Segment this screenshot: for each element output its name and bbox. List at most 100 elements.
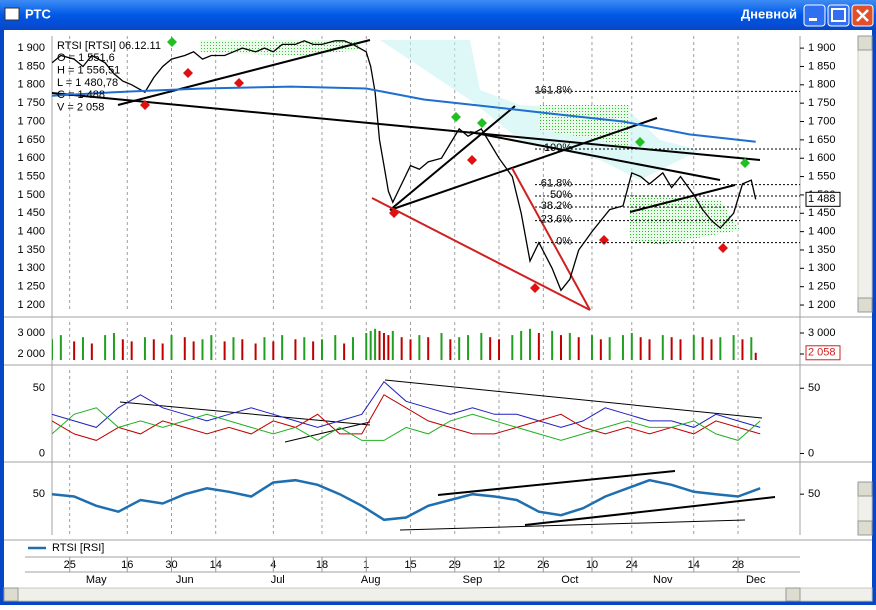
scroll-down[interactable] [857,520,873,536]
trend-line [117,39,371,106]
y-tick-label: 3 000 [17,327,45,339]
y-tick-label: 1 250 [17,281,45,293]
volume-bar [143,337,146,360]
volume-bar [489,337,492,360]
y-tick-label: 1 400 [808,226,836,238]
volume-bar [369,330,372,360]
volume-bar [692,335,695,360]
y-tick-label: 1 500 [17,189,45,201]
scroll-right[interactable] [785,587,801,602]
volume-bar [621,335,624,360]
window-title: РТС [25,6,51,21]
volume-bar [382,333,385,360]
volume-bar [670,337,673,360]
y-tick-label: 50 [808,382,820,394]
month-label: Jun [176,574,194,586]
y-tick-label: 1 450 [17,207,45,219]
volume-bar [223,341,226,360]
y-tick-label: 1 400 [17,226,45,238]
last-value-box [805,345,841,361]
trend-line [284,421,371,443]
volume-bar [732,335,735,360]
volume-bar [440,333,443,360]
trend-line [389,117,658,211]
fib-label: 23.6% [541,214,572,226]
y-tick-label: 1 700 [808,115,836,127]
volume-bar [201,339,204,360]
volume-bar [409,339,412,360]
series-line [52,40,757,292]
scroll-up[interactable] [857,35,873,51]
volume-bar [112,333,115,360]
info-line: L = 1 480,78 [57,77,118,89]
volume-bar [272,341,275,360]
y-tick-label: 0 [39,447,45,459]
volume-bar [568,333,571,360]
y-tick-label: 1 250 [808,281,836,293]
y-tick-label: 1 600 [17,152,45,164]
minimize-button[interactable] [803,4,826,27]
volume-bar [630,333,633,360]
y-tick-label: 1 450 [808,207,836,219]
month-label: Jul [271,574,285,586]
fib-label: 0% [556,236,572,248]
y-tick-label: 1 200 [808,299,836,311]
legend-label: RTSI [RSI] [52,542,104,554]
trend-line [51,92,761,161]
y-tick-label: 1 550 [808,170,836,182]
volume-bar [754,352,757,360]
volume-bar [449,339,452,360]
volume-bar [281,335,284,360]
scroll-down[interactable] [857,297,873,313]
month-label: Oct [561,574,578,586]
y-tick-label: 1 750 [17,97,45,109]
client-area [4,30,872,601]
scrollbar-track[interactable] [857,35,873,313]
info-line: RTSI [RTSI] 06.12.11 [57,40,161,52]
volume-bar [511,335,514,360]
volume-bar [608,337,611,360]
volume-bar [73,341,76,360]
volume-bar [639,337,642,360]
fib-label: 50% [550,189,572,201]
volume-bar [480,333,483,360]
volume-bar [263,337,266,360]
volume-bar [750,337,753,360]
y-tick-label: 1 900 [17,42,45,54]
info-line: C = 1 488 [57,89,105,101]
y-tick-label: 3 000 [808,327,836,339]
volume-bar [378,330,381,360]
volume-bar [559,335,562,360]
y-tick-label: 1 900 [808,42,836,54]
h-scrollbar[interactable] [3,587,873,602]
scroll-left[interactable] [3,587,19,602]
y-tick-label: 1 850 [808,60,836,72]
volume-bar [59,335,62,360]
y-tick-label: 1 600 [808,152,836,164]
volume-bar [343,343,346,360]
volume-bar [387,335,390,360]
y-tick-label: 1 300 [808,262,836,274]
y-tick-label: 0 [808,447,814,459]
volume-bar [130,341,133,360]
volume-bar [467,335,470,360]
y-tick-label: 1 300 [17,262,45,274]
volume-bar [294,339,297,360]
fib-label: 100% [544,142,572,154]
trend-line [524,496,776,526]
volume-bar [710,339,713,360]
trend-line [389,105,516,211]
volume-bar [679,339,682,360]
volume-bar [719,337,722,360]
volume-bar [577,337,580,360]
month-label: Dec [746,574,766,586]
y-tick-label: 1 350 [808,244,836,256]
y-tick-label: 2 000 [17,348,45,360]
volume-bar [458,337,461,360]
close-icon [856,9,869,22]
volume-bar [599,339,602,360]
volume-bar [400,337,403,360]
app-icon [4,7,20,21]
scroll-up[interactable] [857,481,873,497]
